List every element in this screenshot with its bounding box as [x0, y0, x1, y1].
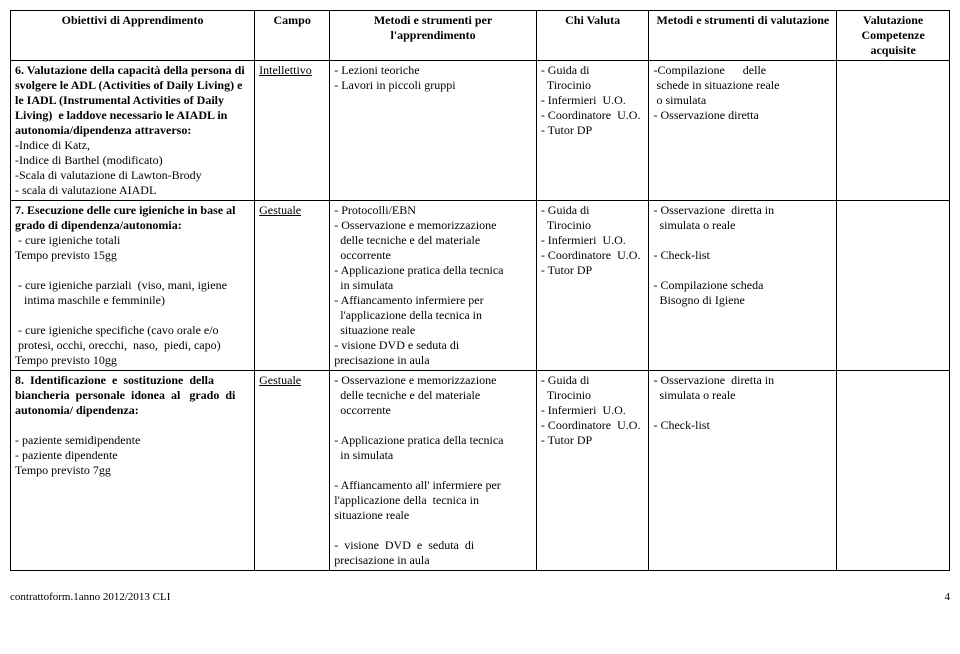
cell-competencies [837, 61, 950, 201]
header-methods-eval: Metodi e strumenti di valutazione [649, 11, 837, 61]
cell-field: Gestuale [255, 201, 330, 371]
field-value: Intellettivo [259, 63, 312, 77]
table-header-row: Obiettivi di Apprendimento Campo Metodi … [11, 11, 950, 61]
objective-detail: -Indice di Katz, -Indice di Barthel (mod… [15, 138, 202, 197]
table-row: 7. Esecuzione delle cure igieniche in ba… [11, 201, 950, 371]
header-evaluator: Chi Valuta [536, 11, 649, 61]
cell-evaluator: - Guida di Tirocinio - Infermieri U.O. -… [536, 371, 649, 571]
learning-objectives-table: Obiettivi di Apprendimento Campo Metodi … [10, 10, 950, 571]
objective-title: 8. Identificazione e sostituzione della … [15, 373, 238, 417]
cell-methods-eval: - Osservazione diretta in simulata o rea… [649, 201, 837, 371]
objective-detail: - paziente semidipendente - paziente dip… [15, 433, 140, 477]
cell-methods-eval: -Compilazione delle schede in situazione… [649, 61, 837, 201]
header-methods-learn: Metodi e strumenti per l'apprendimento [330, 11, 537, 61]
header-competencies: Valutazione Competenze acquisite [837, 11, 950, 61]
objective-detail: - cure igieniche totali Tempo previsto 1… [15, 233, 227, 367]
objective-title: 7. Esecuzione delle cure igieniche in ba… [15, 203, 238, 232]
cell-methods-learn: - Protocolli/EBN - Osservazione e memori… [330, 201, 537, 371]
cell-methods-learn: - Osservazione e memorizzazione delle te… [330, 371, 537, 571]
objective-title: 6. Valutazione della capacità della pers… [15, 63, 248, 137]
cell-evaluator: - Guida di Tirocinio - Infermieri U.O. -… [536, 61, 649, 201]
cell-evaluator: - Guida di Tirocinio - Infermieri U.O. -… [536, 201, 649, 371]
cell-competencies [837, 201, 950, 371]
footer-page-number: 4 [945, 591, 951, 603]
cell-methods-eval: - Osservazione diretta in simulata o rea… [649, 371, 837, 571]
cell-objective: 7. Esecuzione delle cure igieniche in ba… [11, 201, 255, 371]
table-row: 8. Identificazione e sostituzione della … [11, 371, 950, 571]
field-value: Gestuale [259, 373, 301, 387]
header-field: Campo [255, 11, 330, 61]
page-footer: contrattoform.1anno 2012/2013 CLI 4 [10, 591, 950, 603]
cell-objective: 6. Valutazione della capacità della pers… [11, 61, 255, 201]
cell-competencies [837, 371, 950, 571]
cell-objective: 8. Identificazione e sostituzione della … [11, 371, 255, 571]
footer-source: contrattoform.1anno 2012/2013 CLI [10, 591, 170, 603]
table-row: 6. Valutazione della capacità della pers… [11, 61, 950, 201]
cell-field: Gestuale [255, 371, 330, 571]
cell-methods-learn: - Lezioni teoriche - Lavori in piccoli g… [330, 61, 537, 201]
cell-field: Intellettivo [255, 61, 330, 201]
field-value: Gestuale [259, 203, 301, 217]
header-objectives: Obiettivi di Apprendimento [11, 11, 255, 61]
